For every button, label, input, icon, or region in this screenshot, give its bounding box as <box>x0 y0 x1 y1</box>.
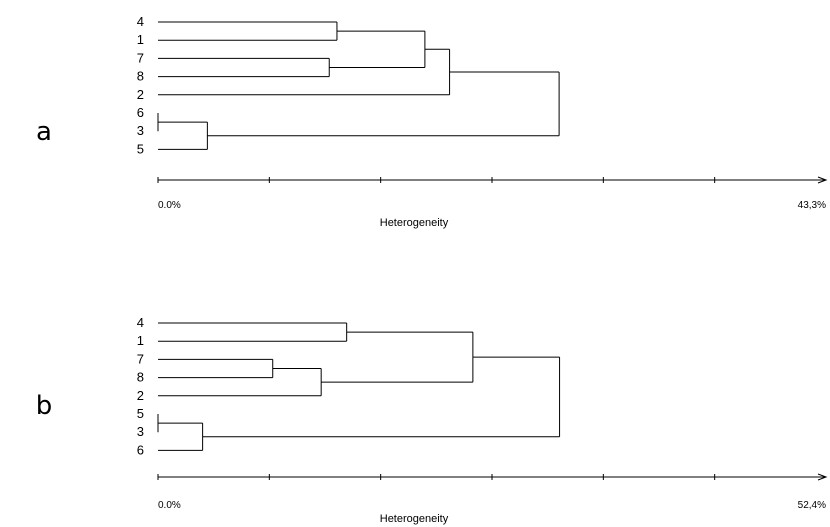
leaf-label: 7 <box>137 50 144 65</box>
panel-letter: b <box>36 391 53 421</box>
leaf-label: 1 <box>137 333 144 348</box>
panel-letter: a <box>36 117 52 147</box>
leaf-label: 7 <box>137 351 144 366</box>
leaf-label: 5 <box>137 406 144 421</box>
leaf-label: 1 <box>137 32 144 47</box>
axis-max-label: 52,4% <box>798 500 826 511</box>
leaf-label: 3 <box>137 123 144 138</box>
leaf-label: 5 <box>137 141 144 156</box>
axis-max-label: 43,3% <box>798 200 826 211</box>
leaf-label: 4 <box>137 14 144 29</box>
axis-arrow-icon <box>817 176 828 184</box>
axis-arrow-icon <box>817 473 828 481</box>
leaf-label: 4 <box>137 315 144 330</box>
leaf-label: 2 <box>137 87 144 102</box>
leaf-label: 6 <box>137 442 144 457</box>
leaf-label: 2 <box>137 388 144 403</box>
leaf-label: 8 <box>137 370 144 385</box>
leaf-label: 3 <box>137 424 144 439</box>
axis-title: Heterogeneity <box>380 217 449 229</box>
axis-min-label: 0.0% <box>158 200 181 211</box>
leaf-label: 8 <box>137 69 144 84</box>
axis-min-label: 0.0% <box>158 500 181 511</box>
axis-title: Heterogeneity <box>380 513 449 525</box>
leaf-label: 6 <box>137 105 144 120</box>
